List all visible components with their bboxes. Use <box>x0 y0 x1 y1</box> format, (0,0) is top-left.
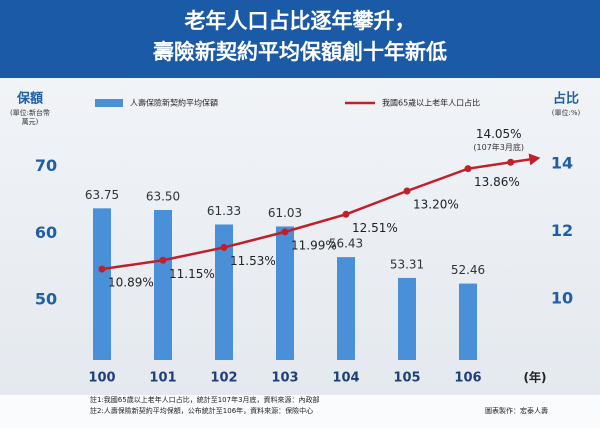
bar-value-label: 52.46 <box>451 263 485 277</box>
bar <box>337 257 355 360</box>
line-value-label: 13.86% <box>474 175 520 189</box>
line-point <box>507 158 515 166</box>
chart-title: 老年人口占比逐年攀升， <box>185 9 416 33</box>
y-axis-unit: (單位:新台幣萬元) <box>10 108 50 126</box>
bar-value-label: 61.33 <box>207 204 241 218</box>
x-tick-label: 104 <box>332 371 359 386</box>
footnote: 註1:我國65歲以上老年人口占比，統計至107年3月底，資料來源：內政部 <box>90 395 320 404</box>
line-point <box>342 210 350 218</box>
bar <box>93 208 111 360</box>
bar-value-label: 61.03 <box>268 206 302 220</box>
y2-axis-title: 占比 <box>553 91 579 107</box>
bar <box>276 226 294 360</box>
line-value-label: 14.05% <box>476 127 522 141</box>
bar <box>459 283 477 360</box>
line-point <box>403 187 411 195</box>
y2-tick-label: 14 <box>551 153 573 172</box>
line <box>101 161 511 271</box>
bar-value-label: 56.43 <box>329 237 363 251</box>
line-point <box>98 265 106 273</box>
x-tick-label: 105 <box>393 371 420 386</box>
legend-label: 我國65歲以上老年人口占比 <box>382 98 480 108</box>
chart-title: 壽險新契約平均保額創十年新低 <box>153 40 447 64</box>
legend-swatch <box>95 99 123 107</box>
bar-value-label: 53.31 <box>390 257 424 271</box>
x-tick-label: 102 <box>210 371 237 386</box>
arrow-head <box>528 153 541 166</box>
y-axis-title: 保額 <box>16 91 43 107</box>
x-tick-label: 103 <box>271 371 298 386</box>
bar-value-label: 63.50 <box>146 190 180 204</box>
y-tick-label: 60 <box>35 223 57 242</box>
legend-label: 人壽保險新契約平均保額 <box>130 98 218 108</box>
bar <box>398 277 416 360</box>
y2-axis-unit: (單位:%) <box>552 108 581 117</box>
y2-tick-label: 12 <box>551 221 573 240</box>
x-axis-title: (年) <box>524 370 547 385</box>
x-tick-label: 106 <box>454 371 481 386</box>
y2-tick-label: 10 <box>551 289 573 308</box>
x-tick-label: 101 <box>149 371 176 386</box>
footnote: 註2:人壽保險新契約平均保額，公布統計至106年，資料來源：保險中心 <box>90 406 313 415</box>
line-point <box>464 165 472 173</box>
line-value-label: 13.20% <box>413 197 459 211</box>
line-value-label: 11.15% <box>169 267 215 281</box>
credit: 圖表製作：宏泰人壽 <box>485 406 548 415</box>
line-value-label: 12.51% <box>352 221 398 235</box>
x-tick-label: 100 <box>88 371 115 386</box>
line-value-label: 11.53% <box>230 254 276 268</box>
footer-band <box>0 395 600 428</box>
line-point <box>159 256 167 264</box>
line-point <box>281 228 289 236</box>
annotation: (107年3月底) <box>473 142 524 152</box>
line-point <box>220 243 228 251</box>
bar <box>215 224 233 360</box>
y-tick-label: 70 <box>35 156 57 175</box>
bar <box>154 210 172 360</box>
line-value-label: 11.99% <box>291 238 337 252</box>
line-value-label: 10.89% <box>108 276 154 290</box>
title-band <box>0 0 600 78</box>
y-tick-label: 50 <box>35 290 57 309</box>
bar-value-label: 63.75 <box>85 188 119 202</box>
